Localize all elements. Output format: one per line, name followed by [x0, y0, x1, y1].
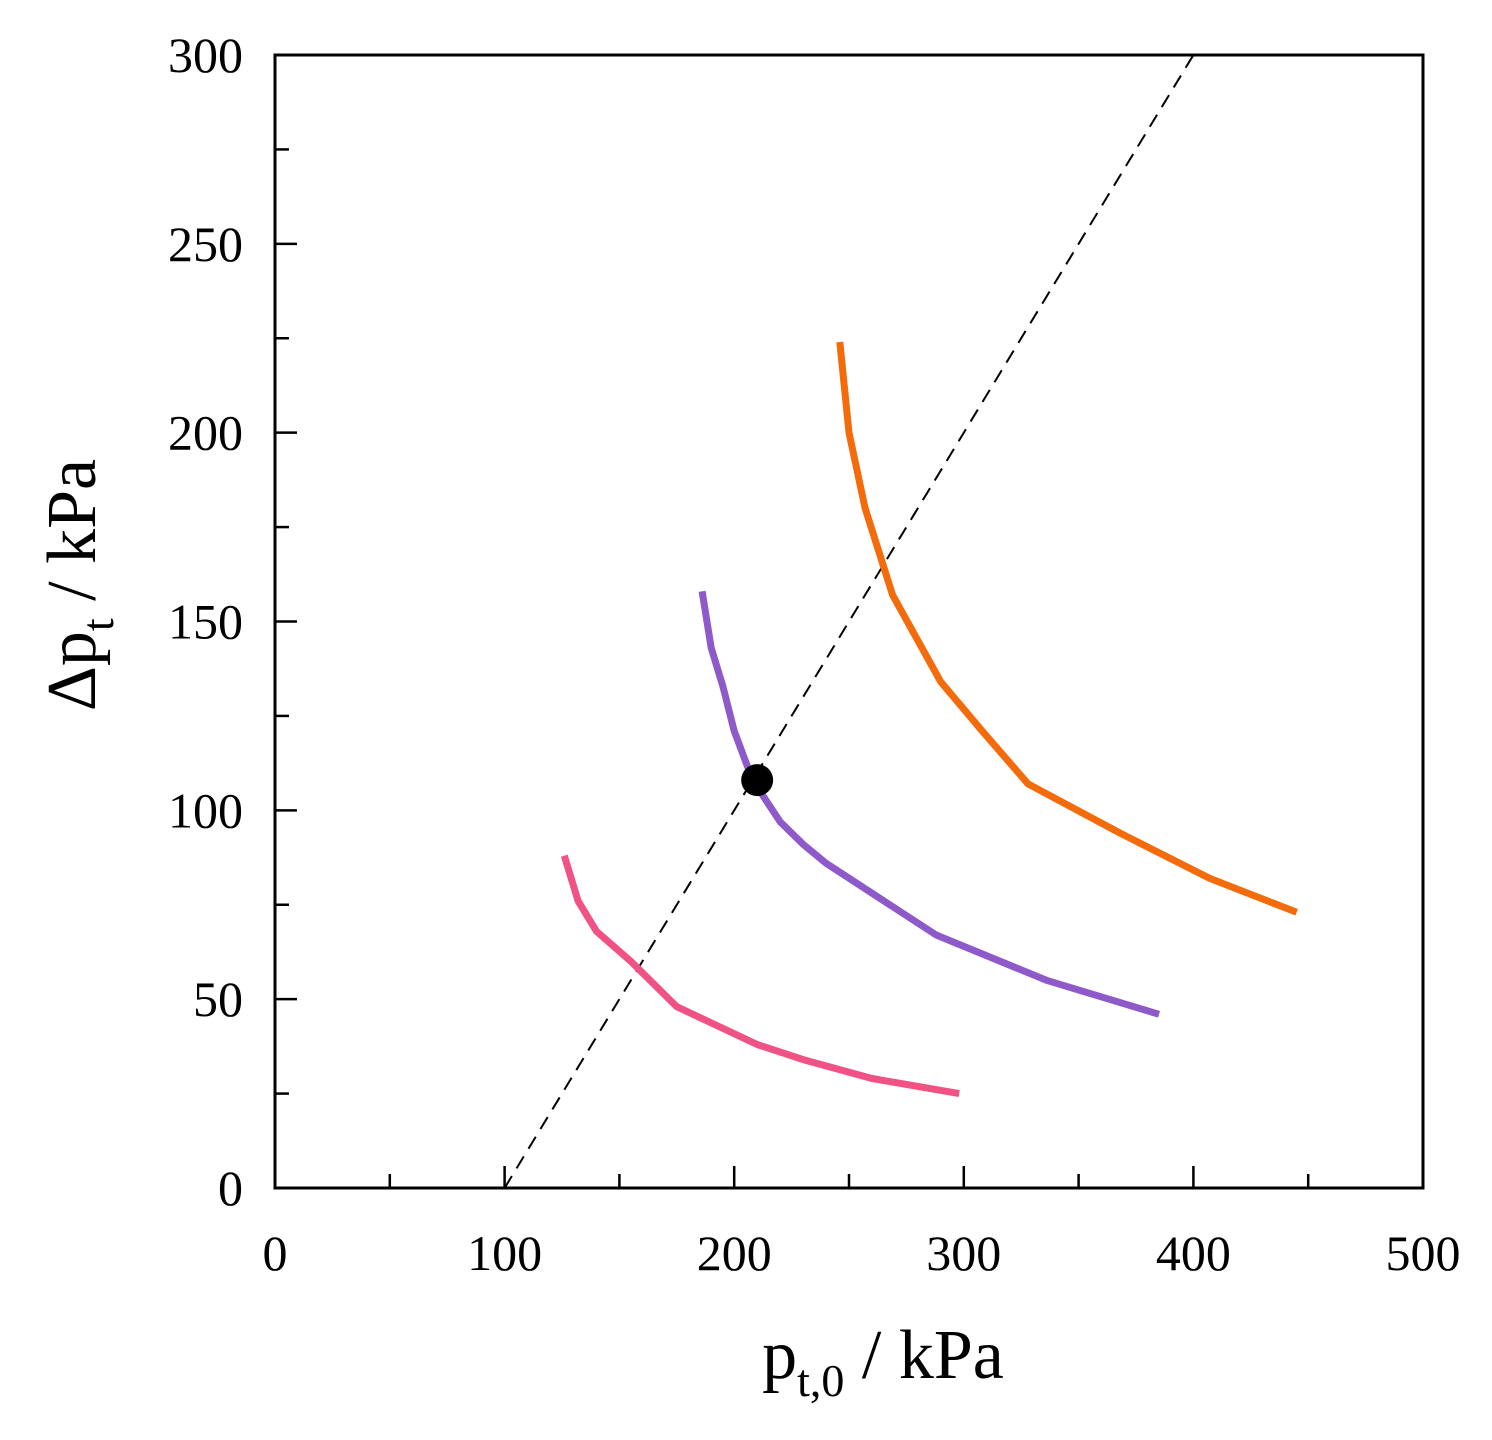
dashed-line [503, 55, 1195, 1188]
y-tick-label: 300 [168, 27, 243, 83]
y-tick-label: 50 [193, 971, 243, 1027]
y-tick-label: 250 [168, 216, 243, 272]
y-tick-label: 150 [168, 594, 243, 650]
y-axis-title: Δpt / kPa [34, 459, 123, 711]
series-pink-line [560, 854, 960, 1098]
x-tick-label: 500 [1386, 1225, 1461, 1281]
tick-layer [275, 148, 1310, 1188]
y-tick-label: 200 [168, 405, 243, 461]
y-tick-label: 100 [168, 782, 243, 838]
series-purple-line [698, 590, 1161, 1018]
series-layer [503, 55, 1298, 1188]
label-layer: 0 100 200 300 400 500 0 50 100 150 200 250 300 [168, 27, 1461, 1281]
series-orange-line [836, 341, 1298, 916]
x-tick-label: 300 [926, 1225, 1001, 1281]
x-tick-label: 0 [263, 1225, 288, 1281]
x-axis-title: pt,0 / kPa [762, 1317, 1004, 1406]
operating-point [741, 764, 774, 797]
x-tick-label: 200 [697, 1225, 772, 1281]
x-tick-label: 400 [1156, 1225, 1231, 1281]
x-tick-label: 100 [467, 1225, 542, 1281]
y-tick-label: 0 [218, 1160, 243, 1216]
